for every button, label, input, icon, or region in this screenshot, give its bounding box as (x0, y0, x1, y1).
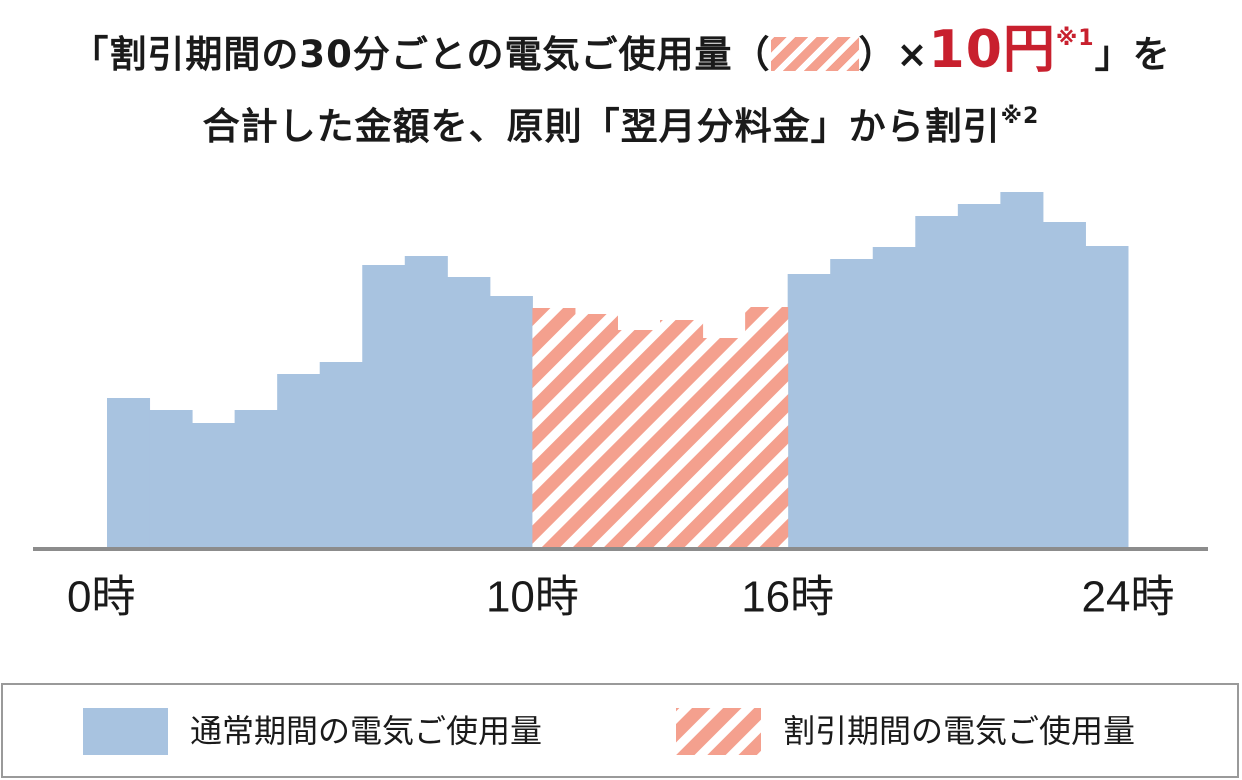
chart-title: 「割引期間の30分ごとの電気ご使用量（ ）×10円※1」を 合計した金額を、原則「… (0, 8, 1242, 158)
title-text: 「割引期間の30分ごとの電気ご使用量（ (71, 33, 771, 76)
bar (532, 308, 576, 549)
title-text: 合計した金額を、原則「翌月分料金」から割引 (202, 105, 1001, 148)
bar (277, 374, 321, 549)
legend-swatch (83, 708, 168, 755)
title-note: ※1 (1055, 26, 1095, 51)
bar (234, 410, 278, 549)
bar (489, 296, 533, 549)
bar (1085, 246, 1129, 549)
bar (830, 259, 874, 549)
legend-label: 通常期間の電気ご使用量 (190, 712, 542, 750)
x-tick-label: 0時 (67, 573, 135, 622)
bar (957, 204, 1001, 549)
bar (745, 307, 789, 549)
x-tick-label: 10時 (486, 573, 579, 622)
bar (192, 423, 236, 549)
x-tick-label: 24時 (1082, 573, 1175, 622)
legend-box (1, 683, 1239, 778)
bar (702, 338, 746, 549)
bar (574, 314, 618, 549)
title-text: 」を (1094, 33, 1171, 76)
bar (362, 265, 406, 549)
bar (107, 398, 151, 549)
legend-swatch (676, 708, 761, 755)
bar (872, 247, 916, 549)
bar (447, 277, 491, 549)
bar (915, 216, 959, 549)
x-tick-label: 16時 (741, 573, 834, 622)
bar (319, 362, 363, 549)
legend-label: 割引期間の電気ご使用量 (783, 712, 1135, 750)
title-swatch (770, 37, 859, 71)
bar (660, 320, 704, 549)
bar (787, 274, 831, 549)
bar (149, 410, 193, 549)
bar (404, 256, 448, 549)
bar (1000, 192, 1044, 549)
bar (1042, 222, 1086, 549)
title-text: ）× (858, 33, 929, 76)
bar (617, 330, 661, 549)
title-highlight: 10円 (928, 20, 1056, 80)
title-note: ※2 (1000, 104, 1040, 129)
